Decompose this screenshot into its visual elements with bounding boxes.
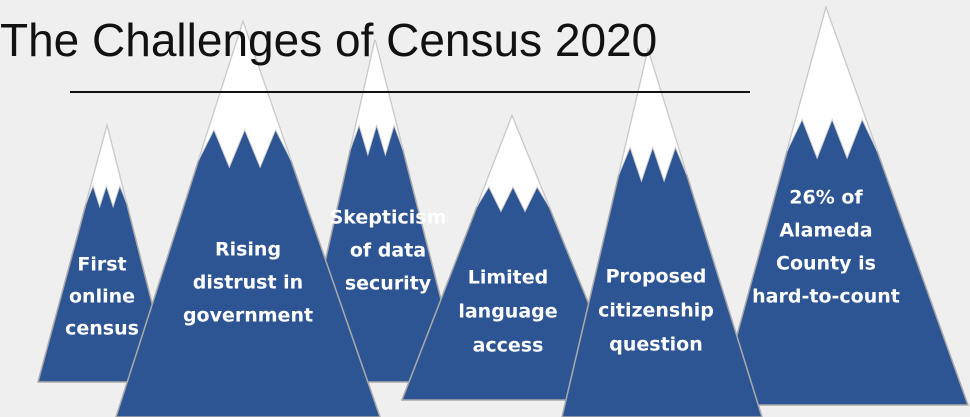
mountain-label: online (69, 286, 135, 308)
mountain-label: Proposed (606, 266, 707, 288)
mountain-label: First (77, 254, 126, 276)
mountain-label: census (65, 318, 139, 340)
mountain-label: access (473, 335, 544, 357)
mountain-label: hard-to-count (752, 286, 900, 308)
mountain-label: language (458, 301, 557, 323)
mountain-label: Skepticism (330, 207, 447, 229)
mountain-label: 26% of (789, 187, 863, 209)
mountain-label: County is (776, 253, 876, 275)
mountain-label: Alameda (779, 220, 872, 242)
mountain-label: Rising (215, 239, 281, 261)
mountain-label: security (345, 273, 432, 295)
title: The Challenges of Census 2020 (0, 14, 657, 66)
mountain-label: distrust in (193, 272, 303, 294)
mountain-label: government (183, 305, 313, 327)
mountain-label: Limited (468, 267, 549, 289)
mountain-label: question (609, 334, 703, 356)
mountain-label: of data (350, 240, 426, 262)
infographic: First online census Skepticism of data securi… (0, 0, 970, 417)
mountain-label: citizenship (598, 300, 714, 322)
page: First online census Skepticism of data securi… (0, 0, 970, 417)
